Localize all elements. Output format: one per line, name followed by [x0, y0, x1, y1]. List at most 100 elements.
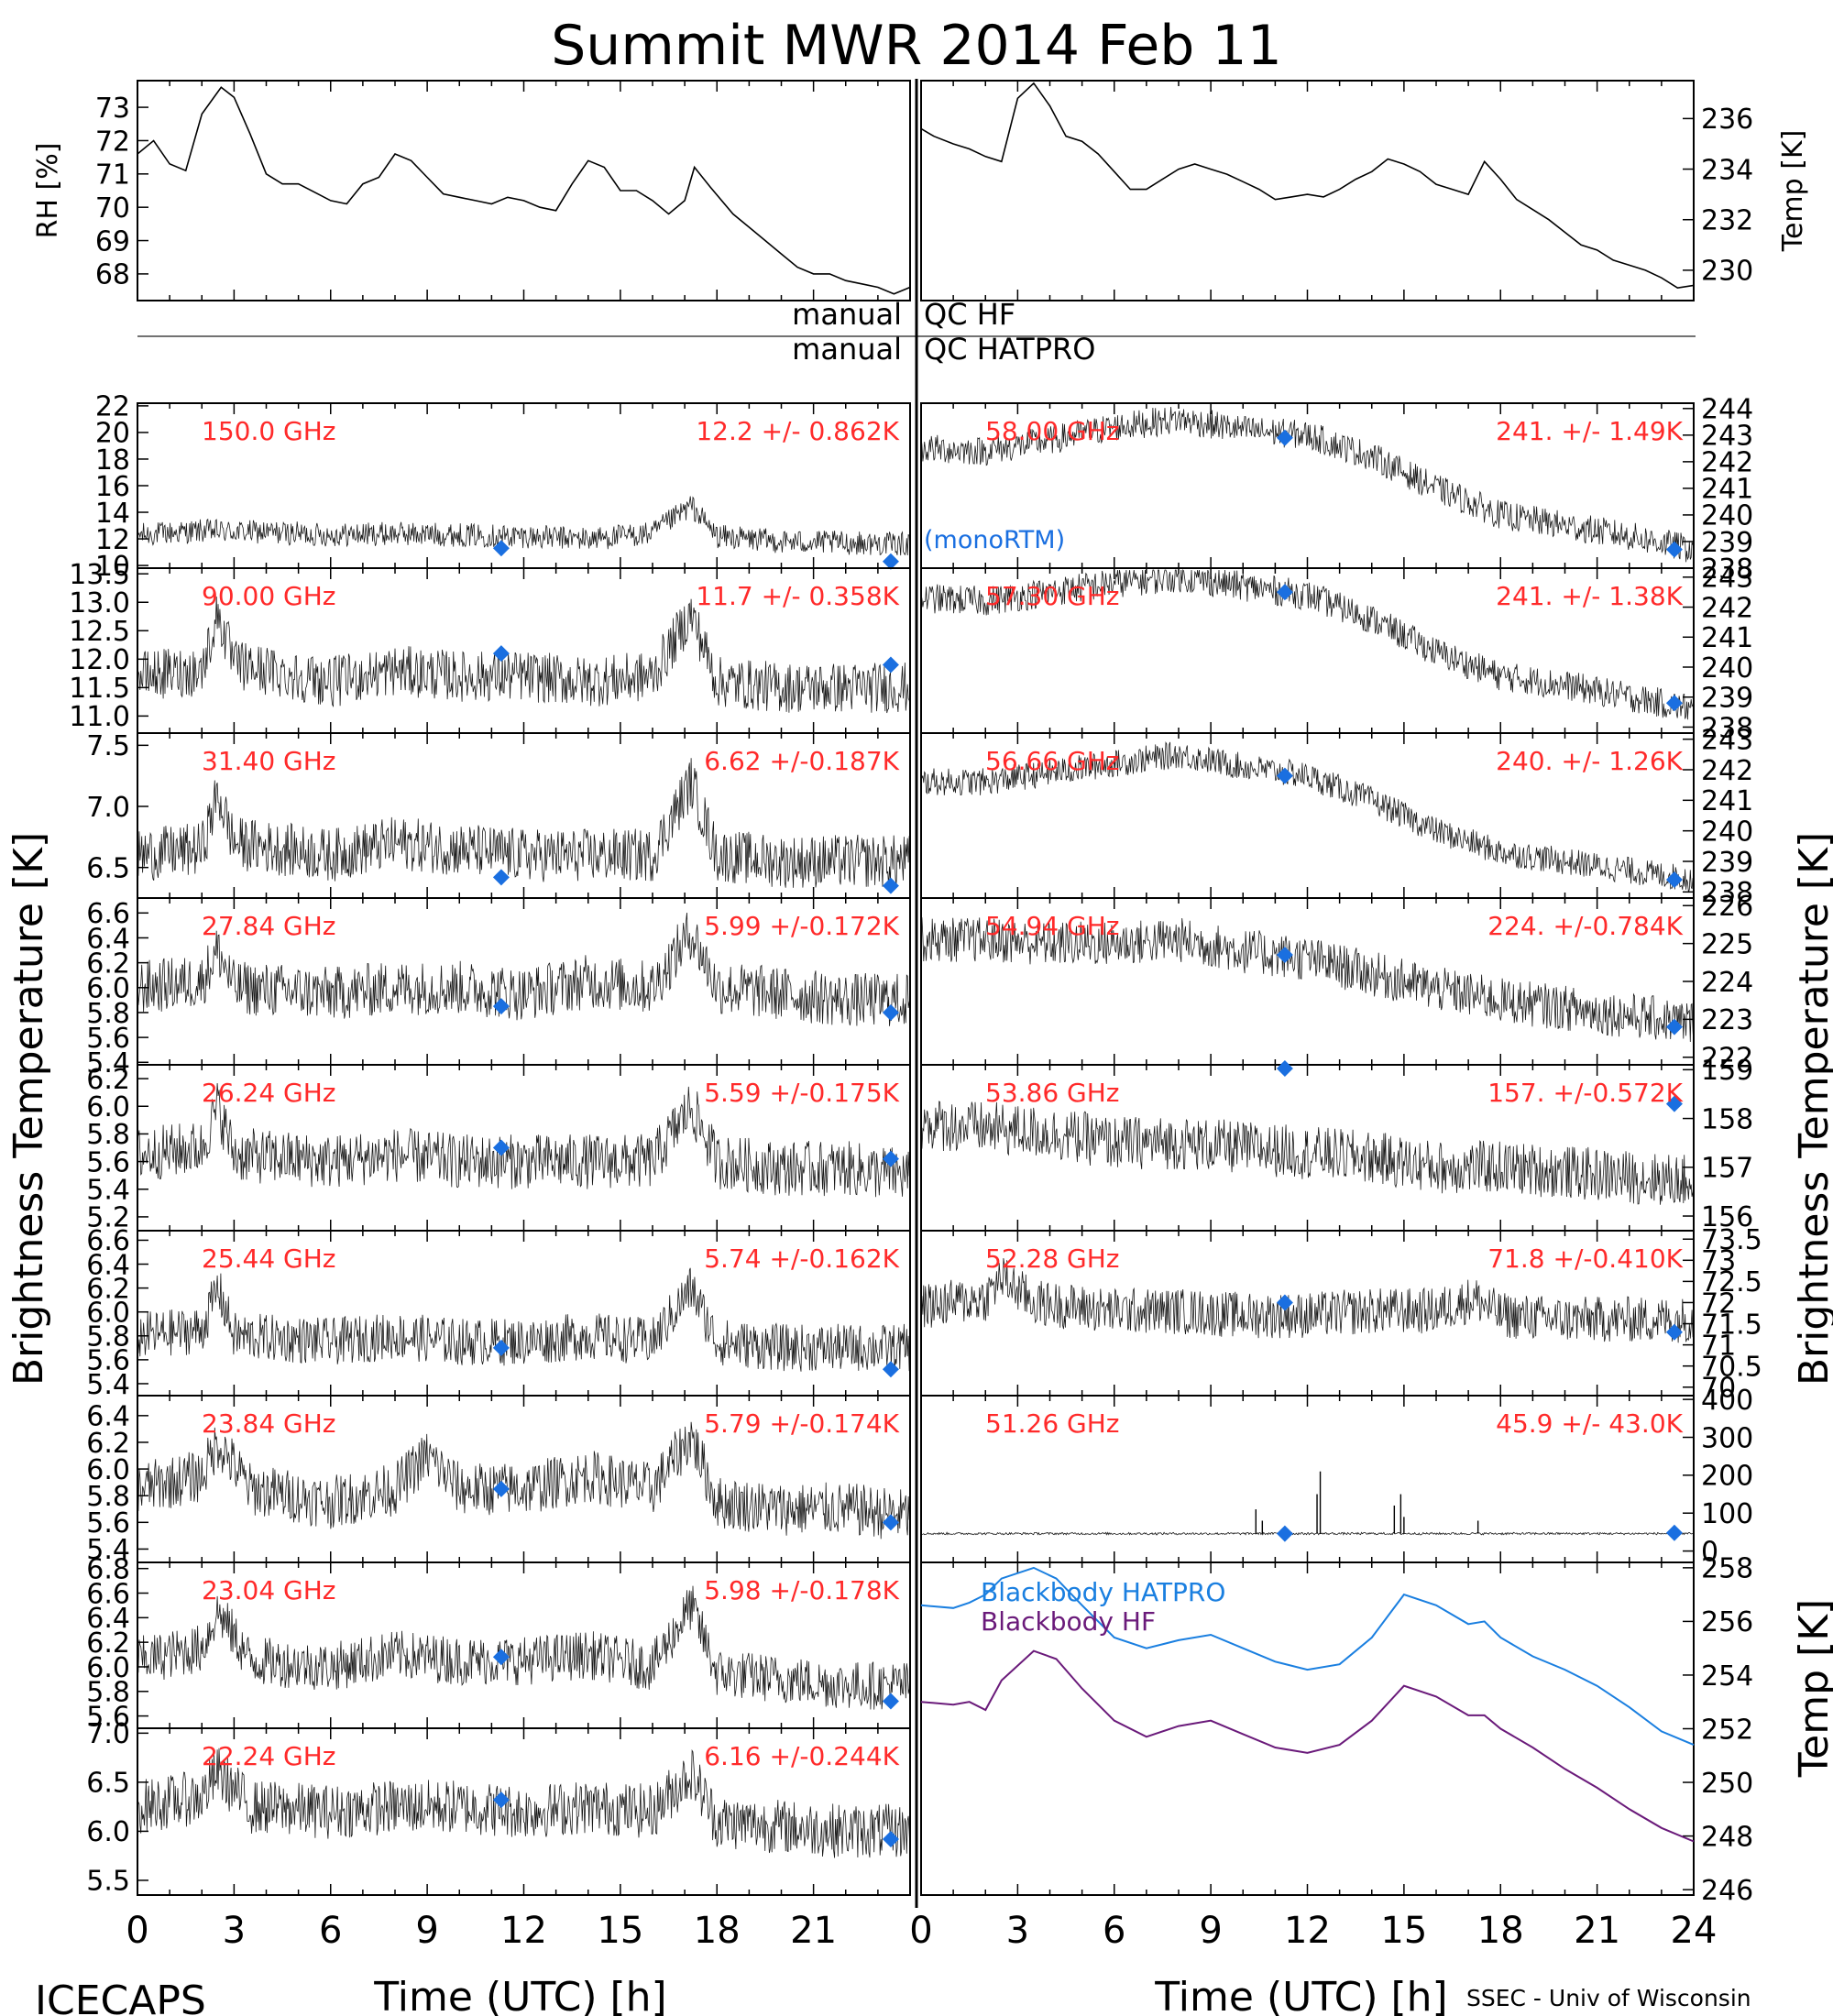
panel-ch-58.00-model-marker: [1276, 429, 1293, 446]
panel-ch-57.30-ytick-label: 239: [1701, 683, 1753, 715]
panel-ch-57.30-stat-label: 241. +/- 1.38K: [1496, 581, 1683, 611]
panel-ch-51.26-trace: [920, 1531, 1695, 1536]
panel-ch-27.84-freq-label: 27.84 GHz: [202, 911, 336, 941]
panel-ch-51.26-ytick-label: 300: [1701, 1422, 1753, 1454]
panel-ch-53.86-stat-label: 157. +/-0.572K: [1487, 1078, 1683, 1108]
qc-line-2-right: QC HATPRO: [924, 332, 1095, 367]
panel-ch-25.44-trace: [137, 1267, 911, 1372]
panel-ch-23.04-freq-label: 23.04 GHz: [202, 1575, 336, 1605]
panel-ch-56.66-freq-label: 56.66 GHz: [985, 746, 1120, 776]
panel-ch-58.00-ytick-label: 242: [1701, 447, 1753, 479]
page-title: Summit MWR 2014 Feb 11: [551, 14, 1282, 78]
panel-ch-57.30-ytick-label: 243: [1701, 563, 1753, 595]
panel-ch-54.94-ytick-label: 223: [1701, 1004, 1753, 1036]
panel-ch-53.86-ytick-label: 158: [1701, 1103, 1753, 1135]
panel-ch-56.66-ytick-label: 243: [1701, 724, 1753, 756]
panel-ch-90-model-marker: [492, 645, 510, 663]
panel-ch-57.30-trace: [920, 568, 1695, 720]
blackbody-panel-ytick-label: 258: [1701, 1553, 1753, 1585]
panel-ch-52.28-model-marker: [1665, 1323, 1683, 1341]
panel-ch-27.84-ytick-label: 6.0: [86, 973, 130, 1005]
x-tick-label-left: 15: [597, 1910, 643, 1952]
panel-ch-53.86-ytick-label: 159: [1701, 1055, 1753, 1087]
panel-ch-150-model-marker: [492, 540, 510, 557]
panel-ch-25.44-ytick-label: 6.6: [86, 1225, 130, 1257]
panel-ch-26.24-model-marker: [492, 1139, 510, 1156]
panel-ch-23.04-model-marker: [882, 1693, 899, 1710]
panel-ch-58.00-ytick-label: 244: [1701, 394, 1753, 426]
panel-ch-31.40-model-marker: [882, 877, 899, 894]
panel-ch-31.40-stat-label: 6.62 +/-0.187K: [704, 746, 899, 776]
panel-ch-58.00-model-marker: [1665, 541, 1683, 558]
panel-ch-22.24-freq-label: 22.24 GHz: [202, 1741, 336, 1771]
panel-ch-52.28-trace: [920, 1257, 1695, 1343]
panel-ch-56.66-ytick-label: 242: [1701, 755, 1753, 787]
panel-ch-26.24-ytick-label: 6.2: [86, 1064, 130, 1096]
panel-ch-23.84-model-marker: [492, 1480, 510, 1497]
blackbody-ylabel: Temp [K]: [1791, 1599, 1833, 1778]
x-tick-label-right: 15: [1380, 1910, 1427, 1952]
x-tick-label-right: 12: [1284, 1910, 1331, 1952]
panel-ch-52.28-freq-label: 52.28 GHz: [985, 1244, 1120, 1274]
rh-panel-frame: [137, 80, 911, 301]
rh-panel-ytick-label: 72: [95, 126, 130, 158]
x-tick-label-right: 3: [1006, 1910, 1029, 1952]
blackbody-series-0-line: [920, 1566, 1695, 1747]
panel-ch-23.84-stat-label: 5.79 +/-0.174K: [704, 1408, 899, 1439]
temp-panel-ytick-label: 230: [1701, 256, 1753, 288]
panel-ch-22.24-trace: [137, 1748, 911, 1858]
x-tick-label-right: 21: [1574, 1910, 1620, 1952]
temp-panel-ytick-label: 236: [1701, 104, 1753, 136]
panel-ch-51.26-ytick-label: 200: [1701, 1461, 1753, 1493]
panel-ch-23.84-ytick-label: 5.8: [86, 1481, 130, 1513]
x-tick-label-right: 0: [909, 1910, 932, 1952]
panel-ch-23.04-stat-label: 5.98 +/-0.178K: [704, 1575, 899, 1605]
panel-ch-51.26-ytick-label: 400: [1701, 1385, 1753, 1417]
panel-ch-23.04-model-marker: [492, 1649, 510, 1666]
panel-ch-56.66-model-marker: [1665, 871, 1683, 888]
panel-ch-57.30-model-marker: [1276, 584, 1293, 601]
panel-ch-53.86-freq-label: 53.86 GHz: [985, 1078, 1120, 1108]
panel-ch-54.94-ytick-label: 224: [1701, 967, 1753, 999]
panel-ch-53.86-ytick-label: 157: [1701, 1153, 1753, 1185]
x-tick-label-right: 18: [1477, 1910, 1524, 1952]
panel-ch-150-ytick-label: 14: [95, 498, 130, 530]
panel-ch-54.94-model-marker: [1276, 947, 1293, 964]
panel-ch-26.24-stat-label: 5.59 +/-0.175K: [704, 1078, 899, 1108]
panel-ch-150-ytick-label: 16: [95, 471, 130, 503]
panel-ch-90-ytick-label: 12.0: [69, 644, 130, 676]
panel-ch-52.28-ytick-label: 72: [1701, 1287, 1736, 1320]
panel-ch-51.26-freq-label: 51.26 GHz: [985, 1408, 1120, 1439]
panel-ch-22.24-ytick-label: 6.0: [86, 1816, 130, 1848]
panel-ch-53.86-trace: [920, 1101, 1695, 1205]
panel-ch-53.86-ytick-label: 156: [1701, 1201, 1753, 1233]
panel-ch-26.24-model-marker: [882, 1150, 899, 1167]
panel-ch-150-freq-label: 150.0 GHz: [202, 416, 336, 446]
rh-panel-ytick-label: 73: [95, 93, 130, 125]
x-tick-label-left: 12: [500, 1910, 547, 1952]
panel-ch-90-model-marker: [882, 656, 899, 674]
panel-ch-26.24-ytick-label: 5.4: [86, 1175, 130, 1207]
panel-ch-23.84-ytick-label: 6.4: [86, 1401, 130, 1433]
panel-ch-23.04-ytick-label: 6.4: [86, 1603, 130, 1635]
rh-panel-ytick-label: 70: [95, 192, 130, 225]
right-brightness-ylabel: Brightness Temperature [K]: [1791, 832, 1833, 1386]
panel-ch-54.94-stat-label: 224. +/-0.784K: [1487, 911, 1683, 941]
blackbody-panel-ytick-label: 246: [1701, 1875, 1753, 1907]
panel-ch-54.94-ytick-label: 225: [1701, 928, 1753, 960]
panel-ch-56.66-ytick-label: 238: [1701, 877, 1753, 909]
left-brightness-ylabel: Brightness Temperature [K]: [5, 832, 52, 1386]
x-tick-label-left: 9: [415, 1910, 438, 1952]
panel-ch-52.28-ytick-label: 72.5: [1701, 1266, 1762, 1298]
panel-ch-25.44-ytick-label: 6.0: [86, 1297, 130, 1329]
blackbody-series-1-line: [920, 1649, 1695, 1843]
temp-series-line: [920, 82, 1695, 290]
panel-ch-27.84-ytick-label: 5.4: [86, 1047, 130, 1079]
x-axis-label-right: Time (UTC) [h]: [1154, 1974, 1447, 2016]
panel-ch-90-trace: [137, 596, 911, 714]
qc-line-1-left: manual: [792, 297, 902, 332]
panel-ch-26.24-freq-label: 26.24 GHz: [202, 1078, 336, 1108]
panel-ch-26.24-trace: [137, 1082, 911, 1198]
panel-ch-22.24-ytick-label: 5.5: [86, 1866, 130, 1898]
panel-ch-31.40-trace: [137, 758, 911, 888]
